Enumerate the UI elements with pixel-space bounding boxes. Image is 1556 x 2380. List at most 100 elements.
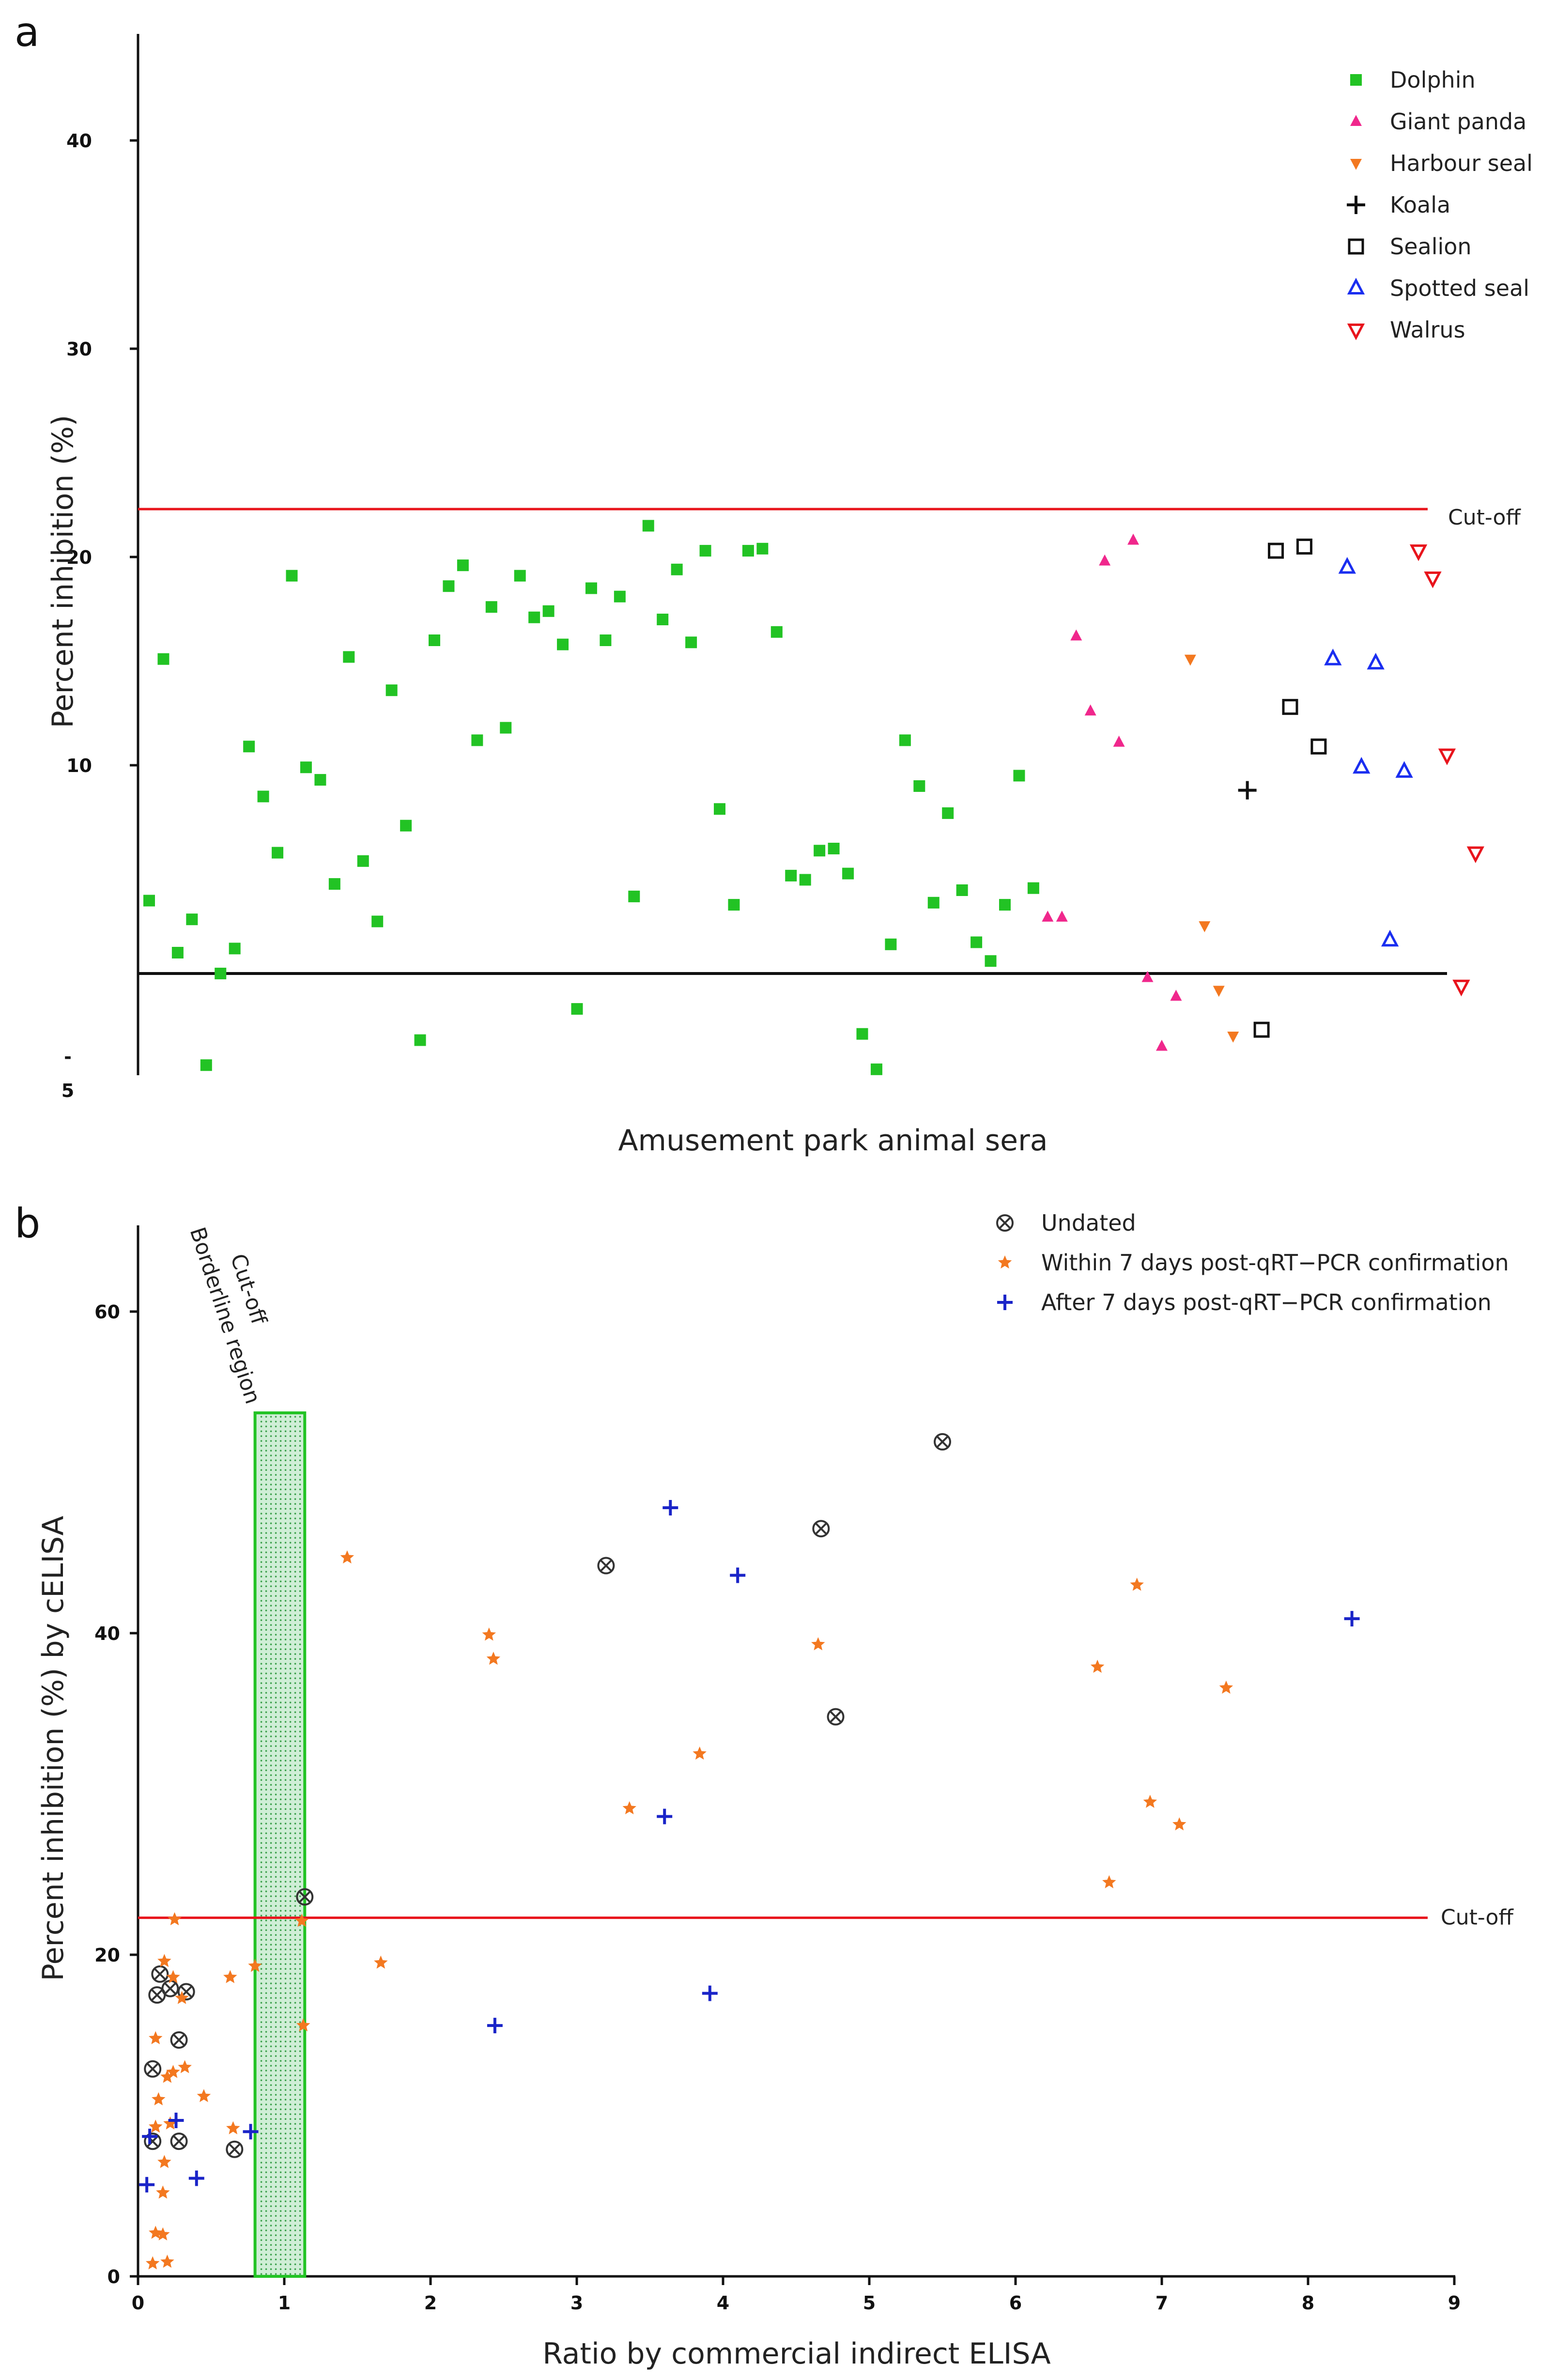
point-after-7-days-post-qrt-pcr-confirmation <box>243 2124 259 2140</box>
point-within-7-days-post-qrt-pcr-confirmation <box>1130 1577 1144 1591</box>
point-dolphin <box>215 968 227 979</box>
point-within-7-days-post-qrt-pcr-confirmation <box>178 2060 192 2073</box>
point-within-7-days-post-qrt-pcr-confirmation <box>149 2031 163 2044</box>
panel-b-x-tick-label: 6 <box>1009 2292 1022 2314</box>
point-dolphin <box>742 545 754 557</box>
point-undated <box>144 2060 162 2078</box>
panel-b-x-tick-label: 5 <box>863 2292 876 2314</box>
point-giant-panda <box>1113 735 1125 747</box>
point-dolphin <box>1013 770 1025 782</box>
point-dolphin <box>357 855 369 867</box>
point-undated <box>161 1979 179 1997</box>
point-dolphin <box>514 570 526 582</box>
point-dolphin <box>999 899 1011 911</box>
point-dolphin <box>942 807 954 819</box>
point-dolphin <box>770 626 783 638</box>
legend-marker-after-7-days-post-qrt-pcr-confirmation <box>997 1295 1013 1310</box>
point-dolphin <box>186 913 198 926</box>
point-within-7-days-post-qrt-pcr-confirmation <box>340 1550 354 1564</box>
point-dolphin <box>528 611 540 623</box>
legend-label-within-7-days-post-qrt-pcr-confirmation: Within 7 days post-qRT−PCR confirmation <box>1041 1250 1509 1276</box>
panel-a-y-ticks: 40 30 20 10 <box>66 130 138 776</box>
point-dolphin <box>229 943 241 955</box>
point-within-7-days-post-qrt-pcr-confirmation <box>374 1955 388 1969</box>
panel-a-y-tick-label: 40 <box>66 130 92 152</box>
point-dolphin <box>414 1034 426 1046</box>
point-giant-panda <box>1141 971 1154 982</box>
point-dolphin <box>157 653 169 665</box>
point-undated <box>934 1433 951 1451</box>
point-undated <box>296 1888 314 1906</box>
point-dolphin <box>899 734 911 746</box>
point-within-7-days-post-qrt-pcr-confirmation <box>157 1954 171 1967</box>
point-dolphin <box>956 884 968 896</box>
legend-label-dolphin: Dolphin <box>1390 67 1476 93</box>
point-sealion <box>1253 1021 1270 1038</box>
point-dolphin <box>642 520 654 532</box>
point-after-7-days-post-qrt-pcr-confirmation <box>1344 1611 1360 1627</box>
point-within-7-days-post-qrt-pcr-confirmation <box>1143 1794 1157 1808</box>
point-spotted-seal <box>1367 652 1385 670</box>
legend-marker-harbour-seal <box>1350 159 1362 170</box>
point-giant-panda <box>1084 704 1096 716</box>
point-dolphin <box>628 890 640 902</box>
point-dolphin <box>913 780 925 792</box>
panel-a-neg-tick-dash: - <box>64 1046 72 1067</box>
point-koala <box>1238 781 1257 800</box>
legend-marker-dolphin <box>1350 74 1362 86</box>
borderline-region <box>253 1411 307 2278</box>
panel-a-cutoff-label: Cut-off <box>1448 505 1521 530</box>
point-undated <box>226 2140 244 2158</box>
point-dolphin <box>243 741 255 753</box>
point-dolphin <box>799 874 811 886</box>
point-dolphin <box>542 605 555 617</box>
panel-b-cutoff-label: Cut-off <box>1441 1905 1514 1930</box>
point-after-7-days-post-qrt-pcr-confirmation <box>168 2112 184 2128</box>
point-within-7-days-post-qrt-pcr-confirmation <box>1102 1875 1116 1888</box>
point-after-7-days-post-qrt-pcr-confirmation <box>487 2018 503 2034</box>
point-harbour-seal <box>1227 1032 1239 1043</box>
legend-label-spotted-seal: Spotted seal <box>1390 275 1529 301</box>
legend-label-undated: Undated <box>1041 1210 1136 1236</box>
panel-a-x-label: Amusement park animal sera <box>618 1124 1048 1158</box>
point-dolphin <box>557 638 569 650</box>
point-within-7-days-post-qrt-pcr-confirmation <box>149 2119 163 2133</box>
point-within-7-days-post-qrt-pcr-confirmation <box>693 1746 707 1760</box>
point-giant-panda <box>1127 533 1140 545</box>
legend-label-giant-panda: Giant panda <box>1390 108 1526 135</box>
point-harbour-seal <box>1199 921 1211 932</box>
point-dolphin <box>343 651 355 663</box>
point-dolphin <box>870 1063 882 1075</box>
point-giant-panda <box>1070 629 1082 641</box>
point-dolphin <box>571 1003 583 1015</box>
point-within-7-days-post-qrt-pcr-confirmation <box>166 1970 180 1983</box>
point-dolphin <box>385 684 398 696</box>
panel-b-x-tick-label: 4 <box>717 2292 729 2314</box>
point-dolphin <box>457 559 469 572</box>
point-dolphin <box>842 867 854 880</box>
point-undated <box>827 1708 845 1726</box>
point-sealion <box>1296 539 1312 555</box>
point-within-7-days-post-qrt-pcr-confirmation <box>157 2155 171 2168</box>
legend-marker-spotted-seal <box>1347 278 1365 294</box>
panel-a-y-tick-label: 10 <box>66 755 92 776</box>
point-sealion <box>1310 738 1327 755</box>
point-dolphin <box>657 614 669 625</box>
point-within-7-days-post-qrt-pcr-confirmation <box>168 1912 182 1926</box>
point-within-7-days-post-qrt-pcr-confirmation <box>622 1801 636 1814</box>
point-within-7-days-post-qrt-pcr-confirmation <box>486 1652 501 1665</box>
point-spotted-seal <box>1338 557 1356 574</box>
point-after-7-days-post-qrt-pcr-confirmation <box>657 1808 673 1824</box>
panel-b-y-tick-label: 60 <box>94 1301 120 1323</box>
point-dolphin <box>286 570 298 582</box>
point-after-7-days-post-qrt-pcr-confirmation <box>702 1985 718 2001</box>
point-undated <box>170 2133 188 2150</box>
point-giant-panda <box>1170 989 1182 1001</box>
point-harbour-seal <box>1213 986 1225 997</box>
point-undated <box>812 1520 830 1538</box>
point-within-7-days-post-qrt-pcr-confirmation <box>296 2018 310 2032</box>
point-dolphin <box>272 847 284 859</box>
point-dolphin <box>585 582 597 594</box>
panel-a-legend: Dolphin Giant panda Harbour seal Koala Seali… <box>1347 67 1533 343</box>
